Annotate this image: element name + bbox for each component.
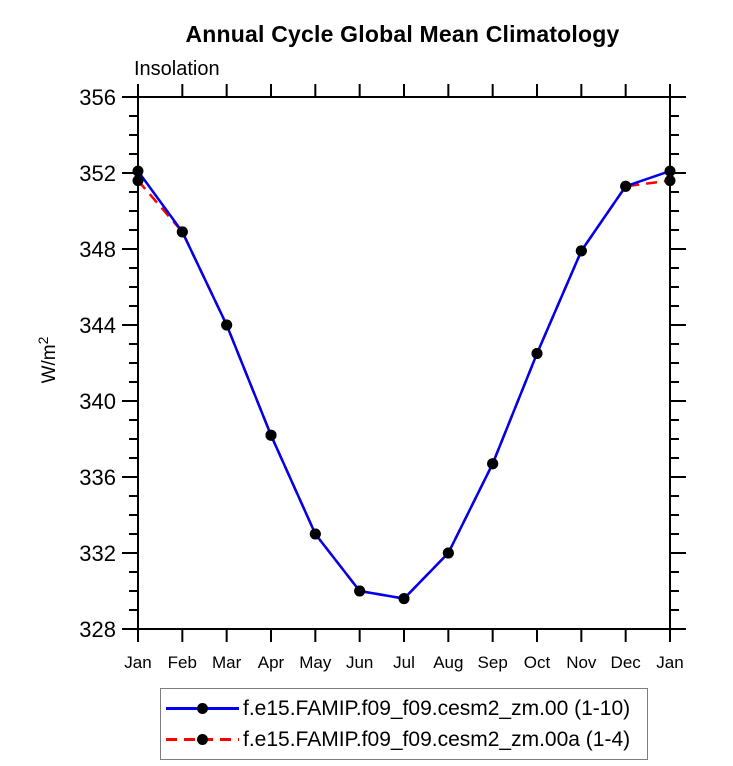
data-point-marker xyxy=(176,226,188,238)
legend-item-series-1: f.e15.FAMIP.f09_f09.cesm2_zm.00 (1-10) xyxy=(166,693,647,724)
x-tick-label: Feb xyxy=(168,653,197,672)
y-tick-label: 340 xyxy=(79,389,116,414)
x-tick-label: Oct xyxy=(524,653,551,672)
x-tick-label: Sep xyxy=(478,653,508,672)
data-point-marker xyxy=(487,458,499,470)
data-point-marker xyxy=(132,165,144,177)
plot-frame xyxy=(137,96,671,630)
legend-label-series-1: f.e15.FAMIP.f09_f09.cesm2_zm.00 (1-10) xyxy=(243,696,631,720)
x-tick-label: Jan xyxy=(656,653,683,672)
legend-line-sample-1 xyxy=(166,702,239,715)
x-tick-label: Jun xyxy=(346,653,373,672)
legend-line-sample-2 xyxy=(166,733,239,746)
data-point-marker xyxy=(265,429,277,441)
data-point-marker xyxy=(132,175,144,187)
x-tick-label: Dec xyxy=(611,653,642,672)
series-line-2 xyxy=(137,179,671,600)
x-tick-label: Aug xyxy=(433,653,463,672)
data-point-marker xyxy=(664,175,676,187)
legend-item-series-2: f.e15.FAMIP.f09_f09.cesm2_zm.00a (1-4) xyxy=(166,724,647,755)
chart-title: Annual Cycle Global Mean Climatology xyxy=(185,21,620,47)
y-tick-label: 352 xyxy=(79,161,116,186)
series-line-1 xyxy=(136,169,671,600)
chart-legend: f.e15.FAMIP.f09_f09.cesm2_zm.00 (1-10) f… xyxy=(160,688,648,760)
x-tick-label: Apr xyxy=(258,653,285,672)
data-point-marker xyxy=(354,585,366,597)
legend-label-series-2: f.e15.FAMIP.f09_f09.cesm2_zm.00a (1-4) xyxy=(243,727,631,751)
data-point-marker xyxy=(575,245,587,257)
y-tick-label: 356 xyxy=(79,85,116,110)
y-tick-label: 348 xyxy=(79,237,116,262)
data-point-marker xyxy=(398,593,410,605)
y-tick-label: 336 xyxy=(79,465,116,490)
x-tick-label: Jan xyxy=(124,653,151,672)
data-point-marker xyxy=(620,180,632,192)
data-point-marker xyxy=(309,528,321,540)
x-tick-label: Mar xyxy=(212,653,242,672)
legend-circle-marker-icon xyxy=(197,703,208,714)
x-tick-label: May xyxy=(299,653,332,672)
x-tick-label: Jul xyxy=(393,653,415,672)
y-axis-title: W/m2 xyxy=(35,336,60,383)
y-tick-label: 328 xyxy=(79,617,116,642)
legend-circle-marker-icon xyxy=(197,734,208,745)
y-tick-label: 344 xyxy=(79,313,116,338)
data-point-marker xyxy=(442,547,454,559)
chart-subtitle: Insolation xyxy=(134,58,220,80)
data-point-marker xyxy=(221,319,233,331)
data-point-marker xyxy=(531,348,543,359)
data-point-marker xyxy=(664,165,676,177)
y-tick-label: 332 xyxy=(79,541,116,566)
x-tick-label: Nov xyxy=(566,653,597,672)
